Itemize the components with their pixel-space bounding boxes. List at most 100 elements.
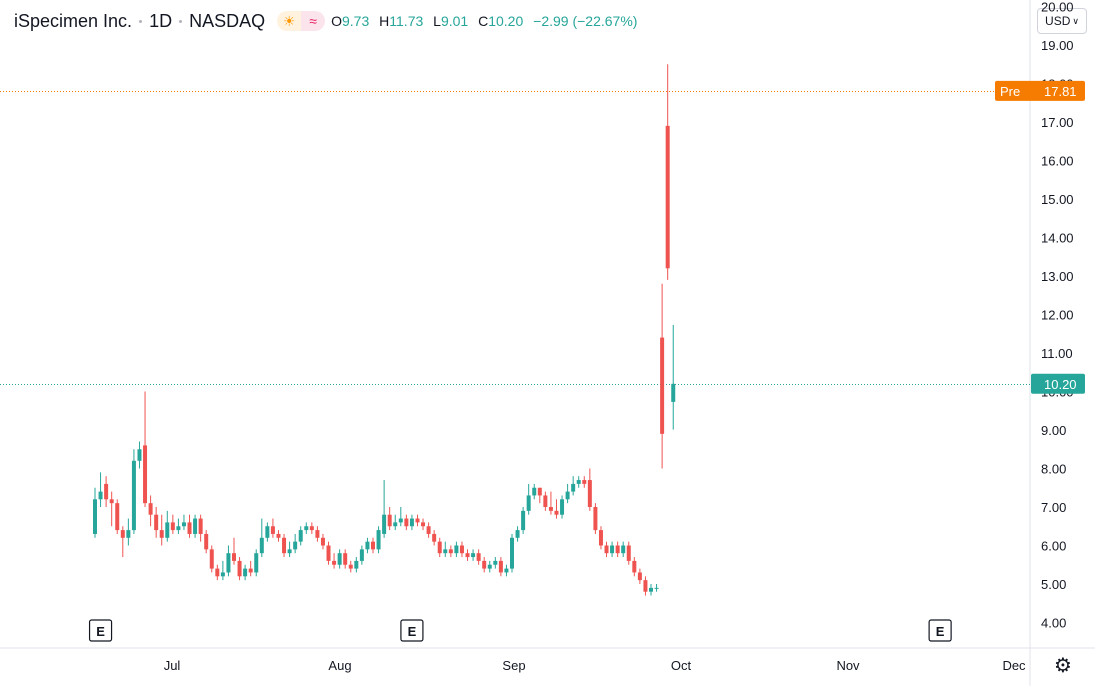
candle-body <box>471 553 476 558</box>
close-label: C <box>478 13 489 29</box>
candle-body <box>115 503 120 531</box>
candle-body <box>582 480 587 484</box>
high-value: 11.73 <box>389 13 424 29</box>
candle-body <box>565 491 570 500</box>
candle-body <box>304 526 309 531</box>
earnings-marker <box>928 619 952 642</box>
candle-body <box>348 564 353 569</box>
candle-body <box>143 445 148 504</box>
candle-body <box>665 125 670 269</box>
candle-body <box>204 533 209 550</box>
earnings-marker-label: E <box>408 624 417 639</box>
candle-body <box>309 526 314 531</box>
candle-body <box>421 522 426 527</box>
price-tick-label: 14.00 <box>1041 231 1074 246</box>
gear-icon[interactable]: ⚙ <box>1054 654 1072 677</box>
candle-body <box>654 587 659 589</box>
candle-body <box>649 587 653 592</box>
candle-body <box>387 514 392 527</box>
currency-label: USD <box>1045 14 1071 28</box>
candle-body <box>587 480 592 507</box>
candle-body <box>276 533 281 538</box>
candle-body <box>181 522 186 527</box>
candle-body <box>259 537 264 554</box>
candle-body <box>432 533 437 542</box>
candle-body <box>621 545 626 554</box>
candle-body <box>154 514 159 531</box>
price-tick-label: 7.00 <box>1041 500 1066 515</box>
candle-body <box>604 545 609 554</box>
last-price-tag <box>1031 373 1085 394</box>
candle-body <box>426 526 431 534</box>
candle-body <box>643 580 648 592</box>
candle-body <box>660 337 665 434</box>
candle-body <box>498 560 503 573</box>
candle-body <box>337 553 342 565</box>
candle-body <box>521 510 526 531</box>
candle-body <box>226 553 231 573</box>
candle-body <box>437 541 442 554</box>
candle-body <box>170 522 175 531</box>
candle-body <box>282 537 287 554</box>
candle-body <box>159 530 164 538</box>
symbol-name[interactable]: iSpecimen Inc. <box>14 10 133 31</box>
chart-header: iSpecimen Inc. 1D NASDAQ ☀ ≈ O9.73 H11.7… <box>14 8 643 34</box>
candle-body <box>209 549 214 569</box>
close-value: 10.20 <box>488 13 524 29</box>
high-label: H <box>379 13 390 29</box>
candle-body <box>248 568 253 573</box>
candle-body <box>332 560 337 565</box>
candle-body <box>632 560 637 573</box>
candle-body <box>465 553 470 558</box>
low-label: L <box>433 13 441 29</box>
time-tick-label: Oct <box>671 658 692 673</box>
price-tick-label: 6.00 <box>1041 539 1066 554</box>
candle-body <box>409 518 414 527</box>
candle-body <box>148 503 153 515</box>
candle-body <box>365 541 370 550</box>
candle-body <box>610 545 615 554</box>
time-tick-label: Nov <box>836 658 860 673</box>
candle-body <box>131 460 136 531</box>
candle-body <box>376 530 381 550</box>
candle-body <box>504 568 509 573</box>
candle-body <box>120 530 125 538</box>
candle-body <box>615 545 620 554</box>
price-tick-label: 11.00 <box>1041 346 1073 361</box>
wave-icon[interactable]: ≈ <box>301 11 326 31</box>
pre-market-price: 17.81 <box>1044 84 1077 99</box>
candle-body <box>576 480 581 484</box>
candle-body <box>232 553 236 561</box>
sun-icon[interactable]: ☀ <box>277 11 302 31</box>
candle-body <box>354 560 359 569</box>
candle-body <box>237 560 242 577</box>
currency-selector[interactable]: USD ∨ <box>1037 8 1087 34</box>
time-tick-label: Aug <box>328 658 351 673</box>
candle-body <box>510 537 514 569</box>
chevron-down-icon: ∨ <box>1072 15 1079 26</box>
candle-body <box>493 560 498 565</box>
candle-body <box>637 572 642 581</box>
price-tick-label: 5.00 <box>1041 577 1066 592</box>
candle-body <box>398 518 403 523</box>
interval-label[interactable]: 1D <box>149 10 173 31</box>
price-tick-label: 9.00 <box>1041 423 1066 438</box>
candle-body <box>187 522 192 534</box>
time-tick-label: Jul <box>164 658 181 673</box>
candle-body <box>137 449 142 461</box>
candle-body <box>165 522 170 538</box>
exchange-label: NASDAQ <box>189 10 266 31</box>
candle-body <box>193 518 198 534</box>
candle-body <box>482 560 487 569</box>
candle-body <box>126 530 131 538</box>
candle-body <box>198 518 203 534</box>
candle-body <box>560 499 565 515</box>
candle-body <box>459 545 464 554</box>
earnings-marker <box>88 619 113 642</box>
candle-body <box>326 545 331 561</box>
candle-body <box>359 549 364 561</box>
earnings-marker-label: E <box>96 624 105 639</box>
separator-dot <box>139 19 143 23</box>
candle-body <box>215 568 220 577</box>
